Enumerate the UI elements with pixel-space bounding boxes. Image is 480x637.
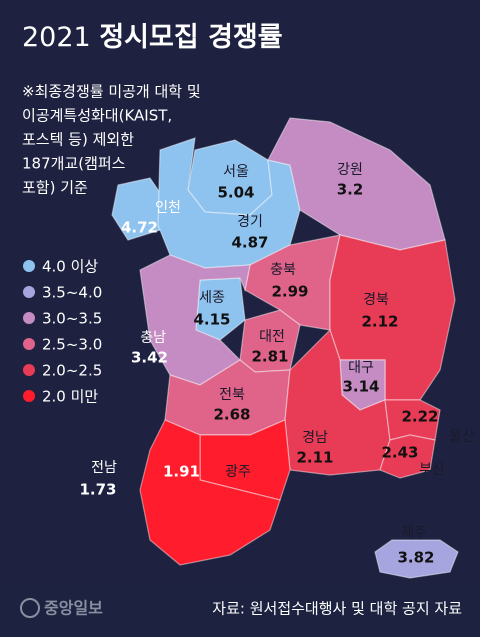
region-shape [139, 254, 251, 386]
region-value: 3.42 [131, 349, 168, 367]
region-name: 전북 [219, 387, 245, 403]
footer-band [0, 588, 480, 637]
region-name: 충북 [270, 262, 296, 278]
legend-label: 3.0~3.5 [42, 310, 102, 328]
region-name: 경기 [237, 214, 263, 230]
region-value: 5.04 [217, 184, 254, 202]
region-name: 대구 [348, 360, 374, 376]
legend-label: 2.0 미만 [42, 388, 98, 406]
region-value: 3.14 [342, 378, 379, 396]
region-value: 2.81 [251, 348, 288, 366]
region-name: 경북 [363, 292, 389, 308]
region-shape [195, 277, 246, 341]
legend-swatch [23, 364, 35, 376]
region-shape [199, 419, 291, 501]
region-name: 울산 [449, 429, 475, 445]
legend-swatch [23, 260, 35, 272]
legend-swatch [23, 390, 35, 402]
legend-label: 2.5~3.0 [42, 336, 102, 354]
region-value: 4.87 [231, 234, 268, 252]
region-name: 광주 [225, 464, 251, 480]
note-line: 포함) 기준 [22, 179, 88, 197]
legend-label: 4.0 이상 [42, 258, 98, 276]
region-value: 2.22 [401, 408, 438, 426]
region-name: 인천 [155, 200, 181, 216]
legend-swatch [23, 286, 35, 298]
region-value: 1.91 [163, 463, 200, 481]
region-name: 서울 [223, 164, 249, 180]
region-name: 세종 [199, 290, 225, 306]
region-name: 충남 [140, 330, 166, 346]
region-shape [139, 419, 281, 566]
region-value: 4.72 [121, 219, 158, 237]
region-name: 강원 [337, 162, 363, 178]
legend-label: 3.5~4.0 [42, 284, 102, 302]
region-value: 2.11 [296, 449, 333, 467]
note-line: ※최종경쟁률 미공개 대학 및 [22, 83, 201, 101]
region-name: 제주 [401, 525, 427, 541]
source: 자료: 원서접수대행사 및 대학 공지 자료 [212, 600, 462, 618]
title-year: 2021 [22, 22, 91, 53]
logo-icon [20, 598, 40, 618]
region-labels: 서울 5.04 인천 4.72 경기 4.87 강원 3.2 충북 2.99 세종 4.15 충남 3.4… [79, 162, 475, 567]
note-line: 이공계특성화대(KAIST, [22, 107, 172, 125]
legend: 4.0 이상 3.5~4.0 3.0~3.5 2.5~3.0 2.0~2.5 2.0 미만 [23, 258, 102, 406]
region-shape [379, 434, 436, 479]
region-shape [374, 539, 459, 579]
region-value: 1.73 [79, 481, 116, 499]
legend-swatch [23, 312, 35, 324]
note-line: 포스텍 등) 제외한 [22, 131, 134, 149]
region-name: 부산 [419, 462, 445, 478]
region-value: 4.15 [193, 311, 230, 329]
map [111, 117, 459, 579]
region-value: 2.68 [213, 406, 250, 424]
title: 2021 정시모집 경쟁률 [22, 22, 283, 53]
logo: 중앙일보 [44, 599, 103, 618]
region-name: 대전 [259, 329, 285, 345]
legend-label: 2.0~2.5 [42, 362, 102, 380]
region-value: 2.12 [361, 313, 398, 331]
note-line: 187개교(캠퍼스 [22, 155, 126, 173]
legend-swatch [23, 338, 35, 350]
region-name: 전남 [91, 460, 117, 476]
title-main: 정시모집 경쟁률 [99, 22, 282, 53]
region-value: 2.99 [271, 283, 308, 301]
region-name: 경남 [302, 430, 328, 446]
region-value: 3.82 [397, 549, 434, 567]
region-value: 3.2 [337, 181, 364, 199]
region-value: 2.43 [381, 444, 418, 462]
